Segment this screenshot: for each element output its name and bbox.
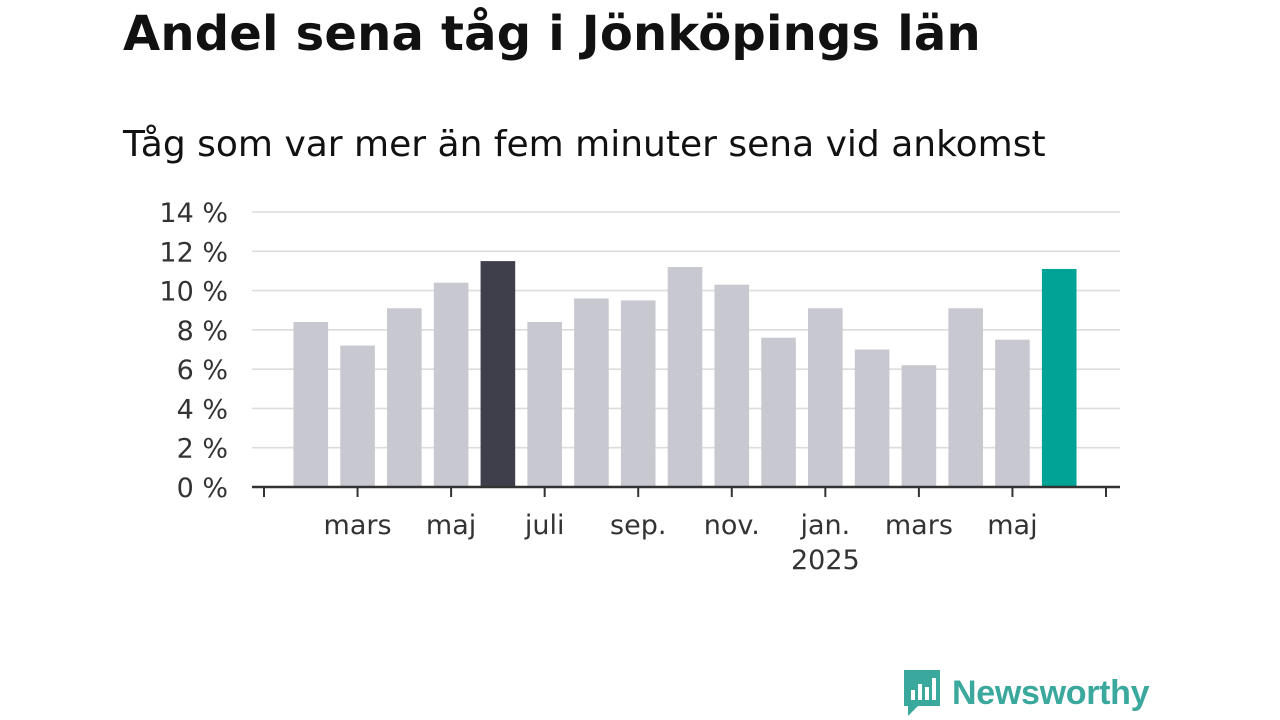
bar — [948, 308, 983, 487]
bar — [1041, 268, 1077, 487]
bar — [667, 267, 703, 487]
chart-subtitle: Tåg som var mer än fem minuter sena vid … — [123, 124, 1046, 165]
newsworthy-logo-icon — [904, 670, 940, 716]
x-tick-label: maj — [426, 510, 476, 541]
x-tick-label: mars — [885, 510, 953, 541]
bar — [574, 298, 609, 487]
x-tick-label: juli — [524, 510, 565, 541]
x-tick-label: mars — [324, 510, 392, 541]
bar — [480, 261, 516, 487]
brand-name: Newsworthy — [952, 673, 1150, 712]
y-tick-label: 2 % — [177, 434, 228, 465]
bar — [340, 345, 375, 487]
x-tick-label: jan. — [799, 510, 850, 541]
y-tick-label: 14 % — [159, 198, 228, 229]
bar — [761, 337, 796, 487]
x-tick-label: maj — [987, 510, 1037, 541]
y-tick-label: 6 % — [177, 355, 228, 386]
y-tick-label: 4 % — [177, 394, 228, 425]
y-tick-label: 8 % — [177, 316, 228, 347]
x-tick-label: nov. — [704, 510, 760, 541]
bar — [293, 322, 329, 487]
bar — [714, 284, 750, 487]
y-tick-label: 0 % — [177, 473, 228, 504]
y-tick-label: 10 % — [159, 277, 228, 308]
x-tick-year-label: 2025 — [791, 545, 860, 576]
chart-title: Andel sena tåg i Jönköpings län — [123, 6, 981, 62]
bar — [854, 349, 890, 487]
bar — [387, 308, 422, 487]
x-tick-label: sep. — [610, 510, 666, 541]
brand-logo: Newsworthy — [902, 668, 1150, 718]
bar — [527, 322, 562, 487]
bar — [620, 300, 656, 487]
bar-chart: 0 % 2 % 4 % 6 % 8 % 10 % 12 % 14 % mars maj juli se… — [159, 198, 1120, 576]
bar — [433, 282, 469, 487]
bar — [808, 308, 843, 487]
y-tick-label: 12 % — [159, 237, 228, 268]
bar — [995, 339, 1030, 487]
bar — [901, 365, 937, 487]
